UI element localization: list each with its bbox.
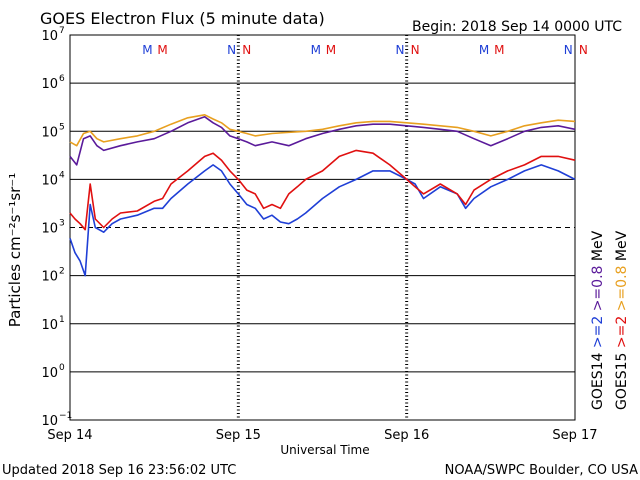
legend-text: GOES14 >=2 >=0.8 MeV — [590, 230, 606, 410]
y-tick-exponent: 5 — [59, 122, 65, 132]
y-tick-exponent: 0 — [59, 363, 65, 373]
series-line — [69, 149, 576, 231]
horizontal-gridlines — [70, 82, 575, 373]
y-tick-exponent: −1 — [59, 411, 72, 421]
y-tick-label: 10 — [41, 366, 58, 381]
legend-unit: MeV — [614, 230, 630, 265]
series-line — [69, 164, 576, 277]
legend-entry: GOES15 >=2 >=0.8 MeV — [614, 230, 630, 410]
x-axis-label: Universal Time — [280, 443, 369, 457]
mn-marker: M — [142, 43, 152, 57]
series-lines — [69, 114, 576, 277]
y-tick-exponent: 7 — [59, 26, 65, 36]
mn-marker: M — [311, 43, 321, 57]
legend-satellite: GOES15 — [614, 353, 630, 410]
legend-satellite: GOES14 — [590, 352, 606, 410]
legend-unit: MeV — [590, 230, 606, 265]
x-tick-label: Sep 16 — [384, 428, 429, 443]
legend-entry: GOES14 >=2 >=0.8 MeV — [590, 230, 606, 410]
y-tick-label: 10 — [41, 414, 58, 429]
legend-text: GOES15 >=2 >=0.8 MeV — [614, 230, 630, 410]
series-line — [69, 116, 576, 166]
begin-date: Begin: 2018 Sep 14 0000 UTC — [412, 19, 622, 35]
day-boundary-markers — [236, 35, 409, 420]
y-tick-label: 10 — [41, 125, 58, 140]
mn-marker: N — [227, 43, 236, 57]
y-tick-label: 10 — [41, 270, 58, 285]
y-tick-exponent: 4 — [59, 170, 65, 180]
x-tick-label: Sep 17 — [552, 428, 597, 443]
x-tick-labels: Sep 14 Sep 15 Sep 16 Sep 17 — [47, 428, 597, 443]
y-tick-label: 10 — [41, 77, 58, 92]
credit-text: NOAA/SWPC Boulder, CO USA — [445, 463, 638, 478]
mn-marker: M — [157, 43, 167, 57]
mn-marker: N — [395, 43, 404, 57]
mn-marker: N — [242, 43, 251, 57]
y-tick-exponent: 6 — [59, 74, 65, 84]
x-tick-label: Sep 15 — [216, 428, 261, 443]
chart-title: GOES Electron Flux (5 minute data) — [40, 9, 325, 28]
mn-marker: N — [564, 43, 573, 57]
mn-marker: N — [411, 43, 420, 57]
mn-marker: M — [479, 43, 489, 57]
y-axis-label: Particles cm⁻²s⁻¹sr⁻¹ — [6, 173, 24, 327]
legend-hi: >=0.8 — [614, 266, 630, 312]
y-tick-label: 10 — [41, 318, 58, 333]
legend-lo: >=2 — [614, 316, 630, 348]
updated-timestamp: Updated 2018 Sep 16 23:56:02 UTC — [2, 463, 236, 478]
mn-marker: M — [494, 43, 504, 57]
series-line — [69, 114, 576, 147]
y-tick-exponent: 1 — [59, 315, 65, 325]
mn-marker: N — [579, 43, 588, 57]
legend-hi: >=0.8 — [590, 266, 606, 312]
y-tick-label: 10 — [41, 173, 58, 188]
legend-lo: >=2 — [590, 316, 606, 348]
x-tick-label: Sep 14 — [47, 428, 92, 443]
y-tick-exponent: 2 — [59, 267, 65, 277]
y-tick-label: 10 — [41, 29, 58, 44]
mn-marker: M — [326, 43, 336, 57]
y-tick-exponent: 3 — [59, 219, 65, 229]
y-tick-label: 10 — [41, 222, 58, 237]
